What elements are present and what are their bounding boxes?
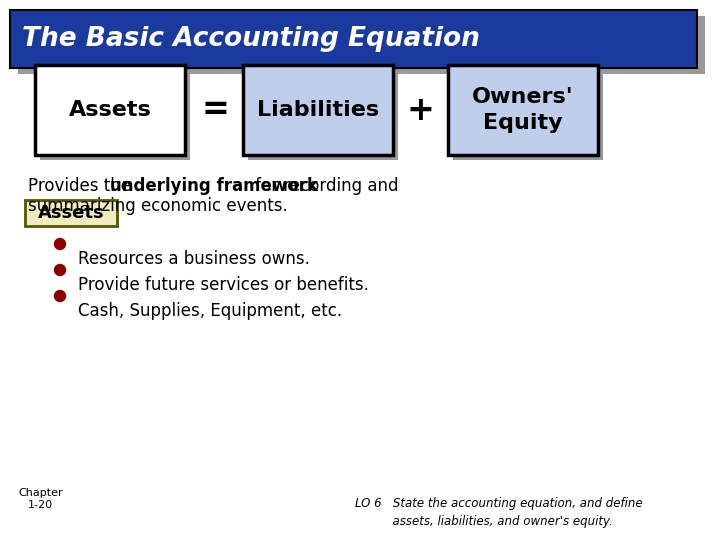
Bar — [10, 10, 697, 68]
Bar — [453, 70, 603, 160]
Circle shape — [55, 265, 66, 275]
Text: The Basic Accounting Equation: The Basic Accounting Equation — [22, 26, 480, 52]
Text: Owners'
Equity: Owners' Equity — [472, 87, 574, 133]
Bar — [18, 16, 705, 74]
Bar — [448, 65, 598, 155]
Bar — [35, 65, 185, 155]
Text: underlying framework: underlying framework — [110, 177, 318, 195]
Circle shape — [55, 291, 66, 301]
Text: Provide future services or benefits.: Provide future services or benefits. — [78, 276, 369, 294]
Bar — [248, 70, 398, 160]
Text: summarizing economic events.: summarizing economic events. — [28, 197, 288, 215]
Text: Assets: Assets — [37, 204, 104, 222]
Text: for recording and: for recording and — [250, 177, 398, 195]
Bar — [243, 65, 393, 155]
Text: =: = — [201, 93, 229, 126]
Text: Assets: Assets — [68, 100, 151, 120]
Text: Liabilities: Liabilities — [257, 100, 379, 120]
Text: Resources a business owns.: Resources a business owns. — [78, 250, 310, 268]
Text: assets, liabilities, and owner's equity.: assets, liabilities, and owner's equity. — [355, 515, 613, 528]
Text: +: + — [406, 93, 434, 126]
Circle shape — [55, 239, 66, 249]
Text: Chapter
1-20: Chapter 1-20 — [18, 488, 63, 510]
Text: Cash, Supplies, Equipment, etc.: Cash, Supplies, Equipment, etc. — [78, 302, 342, 320]
Bar — [25, 200, 117, 226]
Bar — [40, 70, 190, 160]
Text: LO 6   State the accounting equation, and define: LO 6 State the accounting equation, and … — [355, 497, 643, 510]
Text: Provides the: Provides the — [28, 177, 136, 195]
